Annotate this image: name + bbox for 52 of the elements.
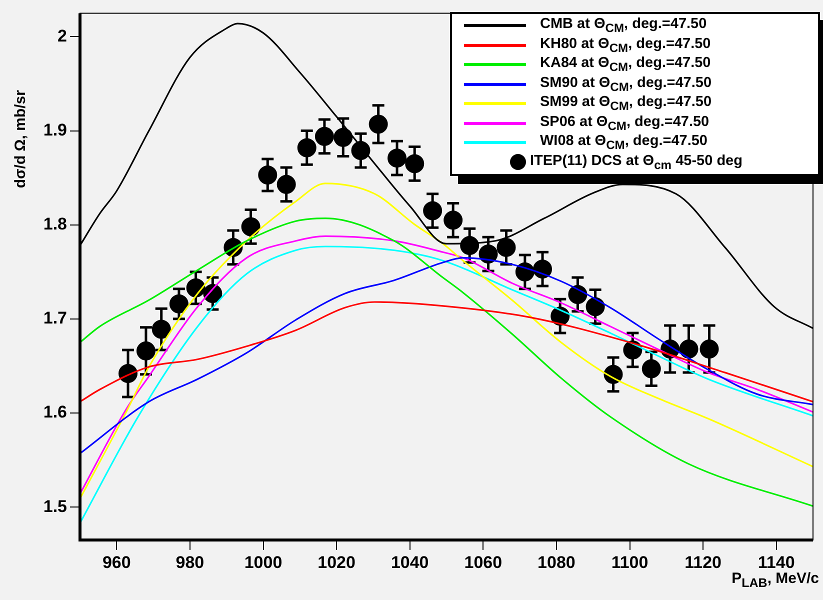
point — [241, 217, 260, 236]
point — [679, 340, 698, 359]
y-tick-label: 1.7 — [43, 308, 67, 328]
legend-label: CMB at Θ$_{CM}$, deg.=47.50 — [540, 16, 707, 36]
y-tick-label: 1.5 — [43, 496, 67, 516]
point — [586, 297, 605, 316]
legend-label: KA84 at Θ$_{CM}$, deg.=47.50 — [540, 55, 711, 74]
line-series — [80, 301, 813, 403]
point — [405, 154, 424, 174]
legend-label: WI08 at Θ$_{CM}$, deg.=47.50 — [540, 133, 708, 152]
x-tick-label: 1000 — [244, 552, 282, 572]
x-tick-label: 960 — [102, 552, 131, 572]
y-tick-label: 1.9 — [43, 120, 67, 140]
point — [258, 166, 278, 185]
point — [388, 148, 407, 168]
point — [351, 141, 370, 160]
point — [444, 210, 463, 230]
legend-label: SM99 at Θ$_{CM}$, deg.=47.50 — [540, 94, 712, 114]
point — [314, 126, 334, 146]
x-tick-label: 1040 — [390, 552, 429, 572]
x-tick-label: 1020 — [318, 552, 356, 572]
point — [533, 260, 552, 279]
x-tick-label: 1080 — [538, 552, 576, 572]
point — [169, 294, 188, 314]
point — [297, 138, 316, 158]
y-tick-label: 1.8 — [43, 214, 67, 234]
point — [642, 359, 661, 378]
y-tick-label: 1.6 — [43, 402, 67, 422]
x-tick-label: 1100 — [611, 552, 648, 572]
point — [423, 201, 442, 220]
x-tick-label: 980 — [176, 552, 204, 572]
point — [478, 244, 498, 264]
point — [334, 128, 353, 147]
point — [152, 320, 171, 339]
line-series — [80, 256, 813, 454]
x-tick-label: 1060 — [464, 552, 502, 572]
point — [460, 236, 480, 256]
legend-label: ITEP(11) DCS at Θ$_{cm}$ 45-50 deg — [530, 152, 742, 172]
point — [276, 174, 296, 194]
point — [368, 114, 388, 134]
y-axis-title: dσ/d Ω, mb/sr — [12, 90, 29, 188]
point — [496, 238, 516, 257]
legend-label: SM90 at Θ$_{CM}$, deg.=47.50 — [540, 74, 712, 94]
x-tick-label: 1140 — [758, 552, 795, 572]
x-axis-title: P$_{LAB}$, MeV/c — [732, 570, 819, 590]
point — [700, 340, 719, 359]
legend-label: KH80 at Θ$_{CM}$, deg.=47.50 — [540, 36, 711, 55]
legend-label: SP06 at Θ$_{CM}$, deg.=47.50 — [540, 114, 710, 133]
y-tick-label: 2 — [58, 26, 67, 46]
point — [568, 284, 588, 304]
point — [136, 341, 156, 360]
x-tick-label: 1120 — [684, 552, 722, 572]
